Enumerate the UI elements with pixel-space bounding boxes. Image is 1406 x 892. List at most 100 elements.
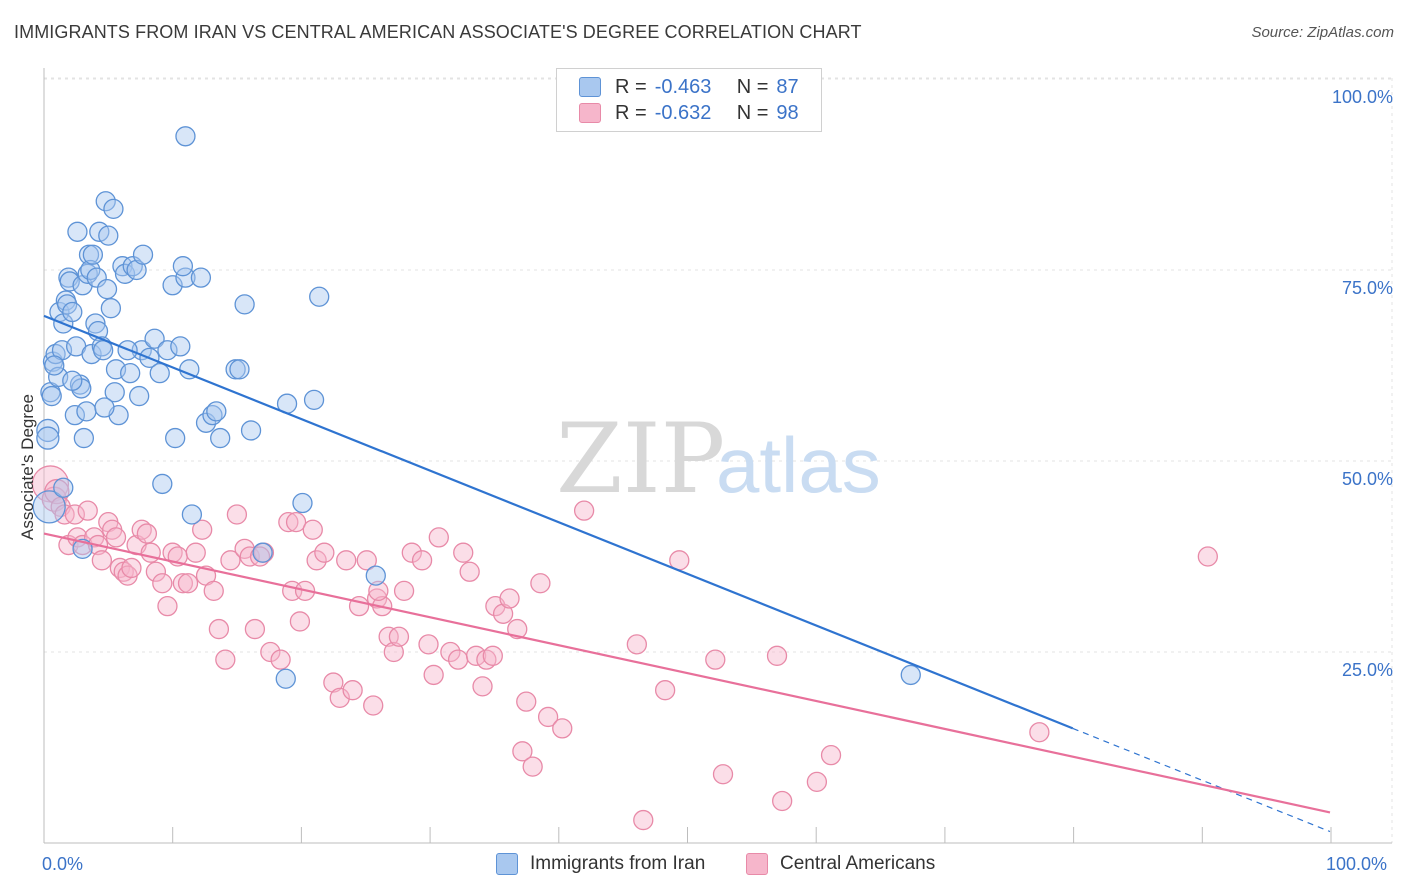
iran-point [126, 259, 147, 281]
iran-point [181, 504, 203, 525]
central-americans-point [530, 573, 551, 594]
central-americans-point [64, 504, 86, 525]
iran-point [129, 385, 150, 407]
iran-point [103, 198, 124, 220]
central-americans-point [356, 550, 377, 571]
iran-point [132, 244, 154, 265]
central-americans-point [136, 523, 158, 544]
central-americans-point [512, 741, 533, 762]
legend-item-central: Central Americans [746, 850, 935, 878]
y-tick-label: 50.0% [1341, 469, 1393, 489]
iran-point [64, 405, 86, 426]
iran-point [36, 426, 60, 450]
central-americans-points [31, 465, 1218, 831]
central-americans-point [453, 542, 474, 563]
central-americans-point [440, 641, 461, 663]
central-americans-point [244, 618, 266, 640]
central-americans-point [342, 680, 363, 701]
central-americans-point [203, 580, 224, 602]
iran-point [165, 427, 186, 449]
iran-point [152, 473, 173, 495]
stats-legend: R = -0.463 N = 87 R = -0.632 N = 98 [556, 68, 822, 132]
iran-point [144, 328, 165, 349]
iran-legend-swatch-icon [496, 853, 518, 875]
r-label: R = [615, 101, 647, 124]
iran-point [93, 340, 114, 361]
iran-point [365, 565, 386, 586]
iran-point [157, 340, 178, 361]
iran-point [94, 397, 115, 418]
iran-point [202, 405, 223, 426]
iran-point [149, 362, 170, 384]
central-americans-point [378, 626, 399, 647]
iran-point [229, 359, 250, 380]
source-label: Source: ZipAtlas.com [1251, 24, 1394, 41]
stats-legend-row-iran: R = -0.463 N = 87 [579, 74, 799, 100]
n-label: N = [736, 101, 769, 124]
iran-point [95, 191, 116, 212]
iran-point [252, 542, 273, 563]
r-value: -0.632 [654, 101, 712, 124]
central-americans-point [363, 695, 384, 716]
y-tick-label: 100.0% [1331, 87, 1393, 107]
iran-point [59, 271, 80, 292]
chart-title: IMMIGRANTS FROM IRAN VS CENTRAL AMERICAN… [14, 22, 862, 42]
iran-point [72, 538, 93, 560]
r-label: R = [615, 75, 647, 98]
n-value: 87 [776, 75, 799, 98]
central-americans-point [401, 542, 422, 563]
x-tick-label-min: 0.0% [42, 854, 84, 874]
x-tick-label-max: 100.0% [1326, 854, 1388, 874]
central-americans-point [552, 718, 573, 739]
central-americans-point [278, 511, 299, 533]
central-americans-point [289, 611, 311, 632]
central-americans-point [270, 649, 291, 670]
central-americans-point [522, 756, 543, 777]
iran-trend-extension [1072, 727, 1331, 833]
central-americans-point [482, 645, 503, 666]
central-americans-point [772, 790, 793, 812]
central-americans-point [705, 649, 726, 670]
central-americans-point [472, 676, 493, 697]
central-americans-point [249, 546, 271, 567]
iran-point [162, 275, 183, 296]
central-americans-point [654, 680, 676, 701]
n-value: 98 [776, 101, 799, 124]
central-americans-point [447, 649, 469, 670]
central-americans-point [633, 809, 654, 831]
iran-point [62, 301, 83, 323]
central-americans-point [411, 550, 433, 571]
iran-point [309, 286, 330, 307]
central-legend-swatch-icon [746, 853, 768, 875]
central-americans-point [323, 672, 344, 693]
iran-point [85, 313, 106, 334]
iran-point [275, 668, 296, 689]
iran-point [114, 263, 136, 284]
central-americans-point [626, 634, 647, 655]
central-americans-point [806, 771, 828, 793]
central-americans-point [537, 706, 559, 728]
iran-point [41, 385, 62, 407]
central-americans-point [573, 500, 595, 521]
iran-point [234, 294, 255, 315]
iran-point [172, 256, 194, 277]
legend-label-iran: Immigrants from Iran [530, 853, 706, 874]
central-americans-point [516, 691, 537, 712]
watermark-atlas: atlas [716, 421, 881, 509]
iran-point [104, 382, 125, 403]
central-americans-point [712, 764, 734, 785]
iran-point [86, 267, 107, 288]
central-americans-trend-line [43, 532, 1331, 814]
central-americans-point [314, 542, 335, 563]
central-americans-point [105, 527, 127, 548]
iran-point [81, 343, 102, 365]
central-americans-point [1029, 722, 1050, 743]
central-americans-point [428, 527, 449, 548]
trend-lines [43, 314, 1331, 833]
iran-point [120, 362, 141, 384]
iran-point [82, 244, 104, 265]
iran-point [96, 278, 118, 300]
central-americans-point [492, 603, 514, 624]
central-americans-point [388, 626, 410, 647]
central-americans-point [465, 645, 487, 666]
